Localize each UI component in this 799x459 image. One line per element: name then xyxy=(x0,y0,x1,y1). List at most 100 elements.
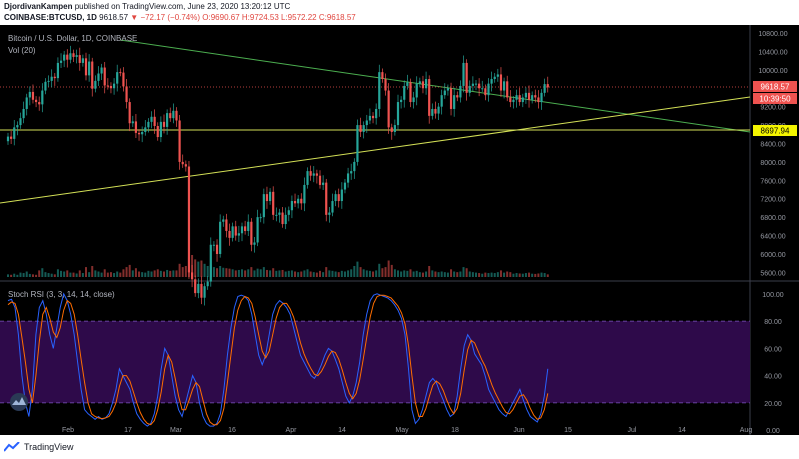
candle-body xyxy=(303,184,306,204)
volume-bar xyxy=(290,270,293,277)
candle-body xyxy=(250,221,253,245)
candle-body xyxy=(543,84,546,93)
chart-svg[interactable]: 5600.00 6000.00 6400.00 6800.00 7200.00 7600.… xyxy=(0,25,799,435)
rsi-tick-label: 60.00 xyxy=(764,346,782,353)
candle-body xyxy=(315,173,318,176)
candle-body xyxy=(94,80,97,89)
volume-bar xyxy=(113,273,116,277)
volume-bar xyxy=(281,269,284,277)
volume-bar xyxy=(206,266,209,277)
rsi-tick-label: 40.00 xyxy=(764,374,782,381)
price-tick-label: 7600.00 xyxy=(760,178,785,185)
volume-bar xyxy=(490,272,493,277)
candle-body xyxy=(378,72,381,109)
ascending-trendline xyxy=(0,96,751,204)
candle-body xyxy=(53,76,56,79)
candle-body xyxy=(215,244,219,254)
candle-body xyxy=(166,113,169,127)
candle-body xyxy=(527,92,531,100)
candle-body xyxy=(237,233,240,236)
candle-body xyxy=(256,217,259,243)
candle-body xyxy=(509,97,512,103)
candle-body xyxy=(309,171,312,176)
volume-bar xyxy=(437,272,440,277)
volume-bar xyxy=(38,270,41,277)
volume-bar xyxy=(300,271,303,277)
volume-bar xyxy=(309,271,312,277)
volume-bar xyxy=(72,272,75,277)
volume-bar xyxy=(44,272,47,277)
volume-bar xyxy=(546,274,549,277)
volume-bar xyxy=(172,270,175,277)
candle-body xyxy=(512,99,515,103)
chart-area[interactable]: 5600.00 6000.00 6400.00 6800.00 7200.00 7600.… xyxy=(0,25,799,435)
volume-bar xyxy=(200,260,203,277)
candle-body xyxy=(396,102,400,126)
candle-body xyxy=(231,226,234,238)
candle-body xyxy=(318,175,322,185)
volume-bar xyxy=(440,271,443,277)
magnet-button[interactable] xyxy=(10,393,28,411)
candle-body xyxy=(325,182,328,215)
candle-body xyxy=(200,283,203,298)
candle-body xyxy=(100,67,103,74)
time-tick-label: Jun xyxy=(513,427,524,434)
candle-body xyxy=(434,108,437,114)
volume-bar xyxy=(287,270,290,277)
volume-bar xyxy=(415,270,418,277)
candle-body xyxy=(137,132,141,135)
volume-bar xyxy=(328,270,331,277)
author-name[interactable]: DjordivanKampen xyxy=(4,2,73,11)
volume-bar xyxy=(515,273,518,277)
candle-body xyxy=(506,81,509,98)
price-tag: 9618.57 xyxy=(753,81,797,92)
candle-body xyxy=(212,244,216,246)
candle-body xyxy=(25,97,28,109)
volume-bar xyxy=(518,273,521,277)
volume-bar xyxy=(434,271,437,277)
candle-body xyxy=(203,286,206,298)
volume-bar xyxy=(456,272,459,277)
volume-bar xyxy=(150,271,153,277)
candle-body xyxy=(181,161,184,165)
candle-body xyxy=(22,108,25,119)
tradingview-logo[interactable]: TradingView xyxy=(4,442,74,452)
candle-body xyxy=(159,121,162,138)
candle-body xyxy=(169,113,172,119)
candle-body xyxy=(50,76,53,81)
candle-body xyxy=(359,125,362,132)
candle-body xyxy=(537,97,540,103)
volume-bar xyxy=(60,270,63,277)
volume-bar xyxy=(106,272,109,277)
volume-bar xyxy=(253,270,256,277)
candle-body xyxy=(353,161,356,172)
candle-body xyxy=(122,72,125,87)
volume-bar xyxy=(175,270,178,277)
volume-bar xyxy=(109,272,112,277)
volume-bar xyxy=(50,273,53,277)
volume-bar xyxy=(337,272,340,277)
volume-bar xyxy=(131,270,134,277)
candle-body xyxy=(172,110,175,119)
time-tick-label: 18 xyxy=(451,427,459,434)
price-tick-label: 5600.00 xyxy=(760,270,785,277)
candle-body xyxy=(449,88,453,109)
volume-bar xyxy=(471,272,474,277)
volume-bar xyxy=(322,272,325,277)
candle-body xyxy=(253,242,256,245)
volume-bar xyxy=(375,270,378,277)
ohlc-values: O:9690.67 H:9724.53 L:9572.22 C:9618.57 xyxy=(202,13,356,22)
candle-body xyxy=(162,121,166,127)
price-change: ▼ −72.17 (−0.74%) xyxy=(130,13,201,22)
candle-body xyxy=(19,118,22,126)
volume-bar xyxy=(203,263,206,277)
candle-body xyxy=(10,136,13,139)
candle-body xyxy=(234,226,237,236)
volume-bar xyxy=(446,272,449,277)
candle-body xyxy=(175,110,178,121)
volume-bar xyxy=(365,270,368,277)
volume-bar xyxy=(315,272,318,277)
volume-bar xyxy=(481,273,484,277)
candle-body xyxy=(356,125,359,162)
volume-bar xyxy=(16,274,19,277)
